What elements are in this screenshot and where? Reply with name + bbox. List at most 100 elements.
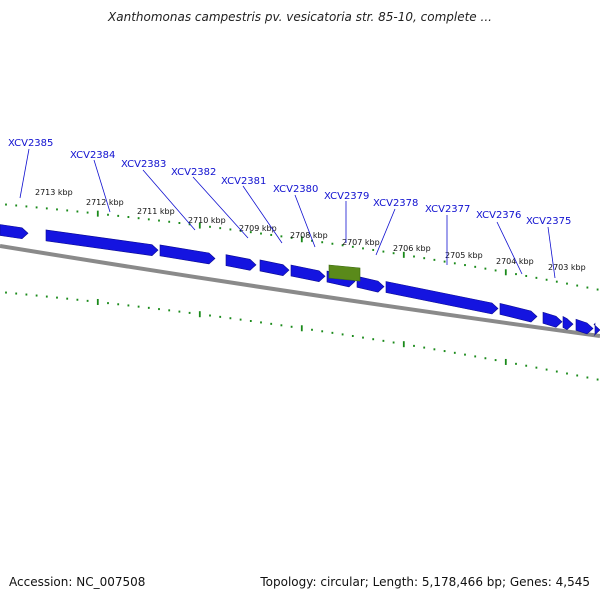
ruler-tick — [525, 364, 528, 367]
ruler-tick — [188, 311, 191, 314]
ruler-tick — [66, 209, 69, 212]
ruler-tick — [96, 298, 99, 305]
ruler-tick — [5, 203, 7, 206]
ruler-tick — [443, 260, 446, 263]
ruler-tick — [423, 346, 426, 349]
ruler-tick — [86, 211, 89, 214]
ruler-tick — [229, 317, 232, 320]
ruler-tick — [402, 251, 405, 258]
gene-label-xcv2376[interactable]: XCV2376 — [476, 210, 521, 221]
ruler-tick — [25, 293, 28, 296]
ruler-tick — [341, 244, 344, 247]
ruler-tick — [229, 228, 232, 231]
ruler-tick — [198, 222, 201, 229]
ruler-tick — [576, 374, 579, 377]
ruler-tick — [596, 288, 599, 291]
gene-label-xcv2384[interactable]: XCV2384 — [70, 150, 115, 161]
ruler-tick — [260, 232, 262, 235]
ruler-tick — [555, 280, 558, 283]
gene-label-xcv2378[interactable]: XCV2378 — [373, 198, 418, 209]
ruler-tick — [382, 250, 385, 253]
scale-label-2708: 2708 kbp — [290, 231, 328, 240]
ruler-tick — [158, 219, 160, 222]
gene-arrow[interactable] — [575, 318, 594, 335]
ruler-tick — [178, 222, 181, 225]
gene-label-xcv2379[interactable]: XCV2379 — [324, 191, 369, 202]
gene-label-xcv2380[interactable]: XCV2380 — [273, 184, 318, 195]
scale-label-2706: 2706 kbp — [393, 244, 431, 253]
ruler-tick — [15, 292, 18, 295]
ruler-tick — [239, 318, 242, 321]
ruler-tick — [127, 304, 130, 307]
gene-leader-xcv2376 — [496, 221, 523, 275]
ruler-tick — [137, 217, 140, 220]
gene-labels: XCV2385 XCV2384 XCV2383 XCV2382 XCV2381 … — [8, 138, 571, 279]
ruler-tick — [331, 331, 334, 334]
ruler-tick — [464, 353, 466, 356]
ruler-tick — [362, 336, 364, 339]
gene-leader-xcv2380 — [294, 194, 316, 248]
scale-label-2713: 2713 kbp — [35, 188, 73, 197]
scale-label-2705: 2705 kbp — [445, 251, 483, 260]
gene-arrow[interactable] — [499, 303, 538, 323]
summary-text: Topology: circular; Length: 5,178,466 bp… — [260, 575, 590, 589]
ruler-tick — [5, 291, 7, 294]
gene-label-xcv2377[interactable]: XCV2377 — [425, 204, 470, 215]
gene-arrow[interactable] — [290, 264, 326, 283]
gene-label-xcv2381[interactable]: XCV2381 — [221, 176, 266, 187]
ruler-tick — [392, 252, 395, 255]
ruler-tick — [280, 235, 283, 238]
ruler-tick — [484, 357, 487, 360]
ruler-tick — [209, 314, 211, 317]
gene-label-xcv2383[interactable]: XCV2383 — [121, 159, 166, 170]
ruler-tick — [249, 231, 252, 234]
ruler-tick — [576, 284, 579, 287]
gene-arrow[interactable] — [562, 315, 574, 330]
gene-arrow[interactable] — [356, 275, 385, 293]
ruler-tick — [107, 302, 109, 305]
ruler-tick — [372, 338, 375, 341]
ruler-tick — [453, 351, 456, 354]
map-title: Xanthomonas campestris pv. vesicatoria s… — [108, 10, 492, 24]
ruler-tick — [351, 334, 354, 337]
scale-label-2703: 2703 kbp — [548, 263, 586, 272]
gene-arrow[interactable] — [0, 224, 29, 240]
ruler-tick — [300, 325, 303, 332]
ruler-tick — [321, 330, 324, 333]
scale-label-2711: 2711 kbp — [137, 207, 175, 216]
gene-arrow[interactable] — [225, 254, 257, 271]
gene-label-xcv2375[interactable]: XCV2375 — [526, 216, 571, 227]
ruler-tick — [433, 258, 436, 261]
accession-text: Accession: NC_007508 — [9, 575, 146, 589]
ruler-tick — [504, 269, 507, 276]
ruler-tick — [443, 350, 446, 353]
ruler-tick — [586, 286, 589, 289]
ruler-tick — [351, 245, 354, 248]
ruler-tick — [566, 372, 568, 375]
ruler-tick — [596, 378, 599, 381]
ruler-tick — [15, 204, 18, 207]
gene-leader-xcv2375 — [547, 226, 556, 279]
ruler-tick — [209, 225, 211, 228]
gene-arrow[interactable] — [593, 322, 600, 336]
ruler-tick — [423, 257, 426, 260]
gene-label-xcv2385[interactable]: XCV2385 — [8, 138, 53, 149]
scale-labels: 2713 kbp 2712 kbp 2711 kbp 2710 kbp 2709… — [35, 188, 586, 272]
scale-ruler-inner — [5, 291, 599, 381]
ruler-tick — [219, 315, 222, 318]
gene-arrow[interactable] — [385, 281, 499, 315]
gene-arrow[interactable] — [159, 244, 216, 265]
ruler-tick — [25, 205, 28, 208]
gene-arrow[interactable] — [259, 259, 290, 277]
gene-label-xcv2382[interactable]: XCV2382 — [171, 167, 216, 178]
ruler-tick — [290, 236, 293, 239]
gene-highlight[interactable] — [328, 264, 361, 282]
scale-label-2709: 2709 kbp — [239, 224, 277, 233]
ruler-tick — [321, 241, 324, 244]
ruler-tick — [239, 229, 242, 232]
ruler-tick — [107, 213, 109, 216]
gene-arrow[interactable] — [542, 311, 563, 328]
gene-arrow[interactable] — [45, 229, 159, 256]
ruler-tick — [392, 341, 395, 344]
